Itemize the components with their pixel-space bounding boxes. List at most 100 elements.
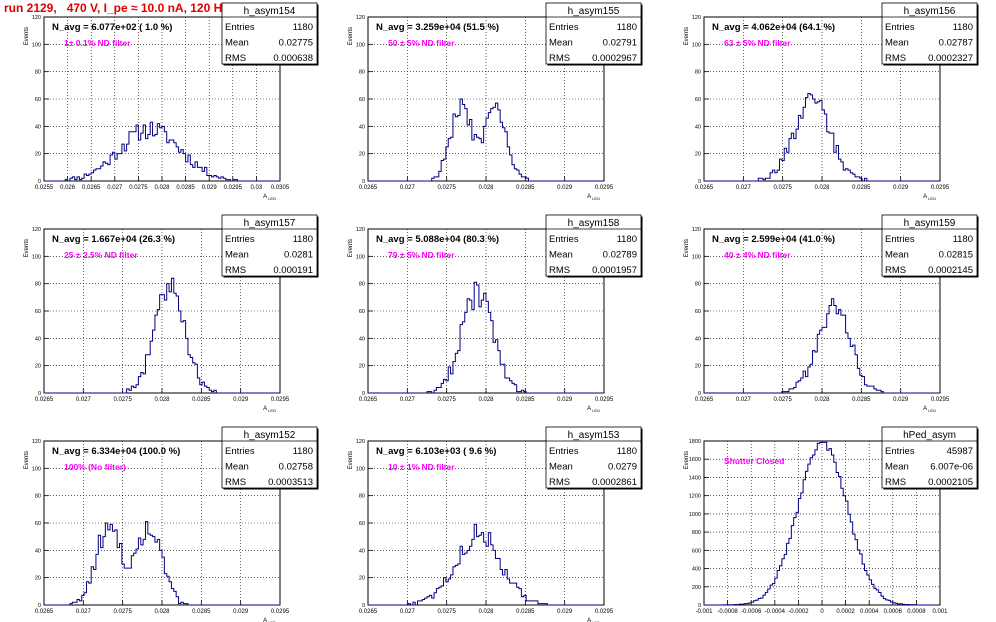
x-tick-label: 0.0285 xyxy=(516,185,535,191)
y-tick-label: 40 xyxy=(35,336,41,342)
x-tick-label: -0.0002 xyxy=(788,609,809,615)
x-tick-label: 0.0295 xyxy=(595,185,614,191)
y-axis-title: Events xyxy=(684,451,690,469)
hist-name: h_asym157 xyxy=(244,218,296,229)
x-tick-label: 0.0285 xyxy=(192,397,211,403)
y-tick-label: 100 xyxy=(32,254,41,260)
x-tick-label: 0.0265 xyxy=(35,397,54,403)
histogram-panel: 0.0265 0.027 0.0275 0.028 0.0285 0.029 0.0295 0… xyxy=(348,2,643,201)
x-tick-label: 0.0004 xyxy=(860,609,879,615)
histogram-line xyxy=(704,298,940,394)
hist-name: h_asym155 xyxy=(568,6,620,17)
y-tick-label: 20 xyxy=(359,364,365,370)
y-tick-label: 80 xyxy=(35,70,41,76)
x-tick-label: 0.029 xyxy=(233,397,249,403)
x-tick-label: 0.0295 xyxy=(224,185,243,191)
filter-label: 40 ± 4% ND filter xyxy=(724,250,791,260)
n-avg-label: N_avg = 2.599e+04 (41.0 %) xyxy=(712,234,835,245)
x-tick-label: 0.029 xyxy=(893,185,909,191)
histogram-line xyxy=(44,121,280,182)
x-tick-label: 0.0265 xyxy=(82,185,101,191)
x-tick-label: 0.0265 xyxy=(695,185,714,191)
y-tick-label: 80 xyxy=(359,282,365,288)
stats-value: 0.0281 xyxy=(284,250,313,261)
stats-box xyxy=(545,426,642,489)
y-tick-label: 100 xyxy=(32,42,41,48)
y-tick-label: 20 xyxy=(359,152,365,158)
y-tick-label: 120 xyxy=(356,227,365,233)
y-axis-title: Events xyxy=(684,239,690,257)
y-tick-label: 1000 xyxy=(689,512,701,518)
stats-box xyxy=(545,214,642,277)
n-avg-label: N_avg = 5.088e+04 (80.3 %) xyxy=(376,234,499,245)
histogram-panel: 0.0265 0.027 0.0275 0.028 0.0285 0.029 0.0295 0… xyxy=(24,214,319,413)
y-tick-label: 40 xyxy=(35,124,41,130)
y-tick-label: 60 xyxy=(359,309,365,315)
x-tick-label: 0.0275 xyxy=(113,397,132,403)
stats-value: 1180 xyxy=(293,22,313,33)
stats-value: 0.0279 xyxy=(608,462,637,473)
x-tick-label: -0.0008 xyxy=(717,609,738,615)
x-tick-label: 0.027 xyxy=(76,397,92,403)
x-tick-label: 0.029 xyxy=(202,185,218,191)
stats-label: RMS xyxy=(549,265,570,276)
y-tick-label: 60 xyxy=(35,521,41,527)
y-axis-title: Events xyxy=(348,451,354,469)
y-tick-label: 80 xyxy=(359,494,365,500)
hist-name: hPed_asym xyxy=(903,430,956,441)
y-tick-label: 100 xyxy=(356,466,365,472)
histogram-panel: 0.0255 0.026 0.0265 0.027 0.0275 0.028 0.0285 0… xyxy=(24,2,319,201)
stats-label: Entries xyxy=(885,446,915,457)
y-tick-label: 0 xyxy=(38,391,41,397)
stats-label: Entries xyxy=(549,446,579,457)
stats-label: RMS xyxy=(885,265,906,276)
x-axis-title: A LED xyxy=(263,406,276,413)
stats-value: 1180 xyxy=(953,234,973,245)
x-tick-label: 0.029 xyxy=(557,397,573,403)
histogram-panel: 0.0265 0.027 0.0275 0.028 0.0285 0.029 0.0295 0… xyxy=(24,426,319,622)
x-tick-label: 0.028 xyxy=(478,609,494,615)
y-tick-label: 20 xyxy=(35,576,41,582)
x-tick-label: 0.0008 xyxy=(907,609,926,615)
stats-box xyxy=(881,426,978,489)
y-tick-label: 60 xyxy=(359,97,365,103)
x-tick-label: 0.03 xyxy=(251,185,263,191)
stats-label: Entries xyxy=(225,446,255,457)
stats-label: Mean xyxy=(885,462,909,473)
x-tick-label: 0.0265 xyxy=(359,397,378,403)
histogram-line xyxy=(368,98,604,182)
x-tick-label: 0.0295 xyxy=(271,609,290,615)
stats-label: Entries xyxy=(885,22,915,33)
x-tick-label: 0.0285 xyxy=(516,609,535,615)
stats-label: Entries xyxy=(885,234,915,245)
stats-value: 0.02791 xyxy=(603,38,637,49)
filter-label: Shutter Closed xyxy=(724,456,784,466)
stats-value: 0.0002861 xyxy=(592,477,637,488)
x-tick-label: 0.027 xyxy=(736,185,752,191)
histogram-line xyxy=(368,523,604,606)
stats-label: RMS xyxy=(549,53,570,64)
stats-label: Entries xyxy=(549,22,579,33)
filter-label: 50 ± 5% ND filter xyxy=(388,38,455,48)
stats-box xyxy=(221,214,318,277)
stats-value: 45987 xyxy=(947,446,973,457)
y-tick-label: 1200 xyxy=(689,494,701,500)
filter-label: 79 ± 5% ND filter xyxy=(388,250,455,260)
y-tick-label: 600 xyxy=(692,548,701,554)
y-tick-label: 20 xyxy=(35,364,41,370)
hist-name: h_asym154 xyxy=(244,6,296,17)
stats-value: 0.000638 xyxy=(273,53,313,64)
x-tick-label: 0.028 xyxy=(814,397,830,403)
x-tick-label: 0.029 xyxy=(557,185,573,191)
stats-value: 1180 xyxy=(617,234,637,245)
stats-label: RMS xyxy=(225,53,246,64)
y-tick-label: 40 xyxy=(359,124,365,130)
histogram-panel: 0.0265 0.027 0.0275 0.028 0.0285 0.029 0.0295 0… xyxy=(684,214,979,413)
x-axis-title: A LED xyxy=(923,406,936,413)
x-tick-label: 0.028 xyxy=(478,397,494,403)
histogram-line xyxy=(704,441,940,606)
stats-value: 1180 xyxy=(953,22,973,33)
y-tick-label: 120 xyxy=(32,227,41,233)
x-tick-label: 0.027 xyxy=(400,397,416,403)
